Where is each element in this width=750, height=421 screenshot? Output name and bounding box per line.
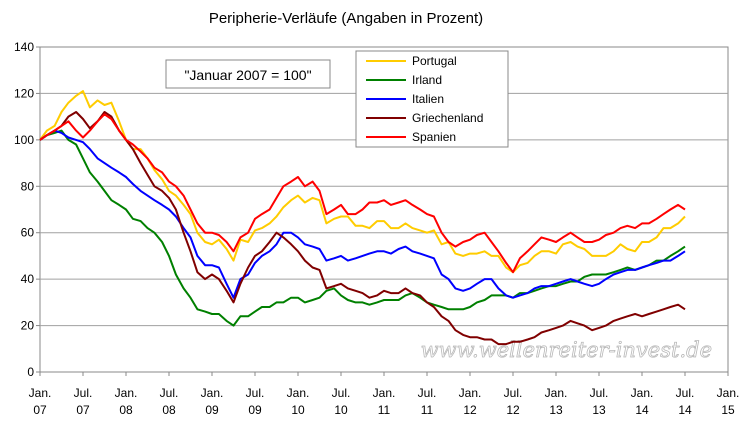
x-tick-label-year: 13 — [592, 403, 606, 417]
x-tick-label: Jan. — [459, 386, 482, 400]
x-tick-label: Jan. — [29, 386, 52, 400]
x-tick-label: Jul. — [74, 386, 93, 400]
x-tick-label-year: 08 — [119, 403, 133, 417]
annotation-box — [165, 59, 331, 89]
x-tick-label-year: 11 — [421, 403, 434, 417]
x-tick-label: Jan. — [545, 386, 568, 400]
x-axis-ticks: Jan. 07 Jul. 07 Jan. 08 Jul. 08 Jan. 09 Jul. 09 Jan.… — [29, 372, 740, 417]
x-tick-label-year: 12 — [506, 403, 520, 417]
legend-label: Irland — [412, 73, 442, 87]
legend-label: Griechenland — [412, 111, 483, 125]
y-tick-label: 40 — [21, 272, 35, 286]
x-tick-label: Jan. — [201, 386, 224, 400]
y-tick-label: 140 — [14, 40, 34, 54]
x-tick-label: Jan. — [631, 386, 654, 400]
y-tick-label: 20 — [21, 319, 35, 333]
x-tick-label-year: 13 — [549, 403, 563, 417]
series-line-griechenland — [39, 111, 686, 346]
x-tick-label-year: 09 — [248, 403, 262, 417]
x-tick-label: Jan. — [287, 386, 310, 400]
x-tick-label: Jul. — [418, 386, 437, 400]
x-tick-label: Jul. — [590, 386, 609, 400]
x-tick-label: Jul. — [332, 386, 351, 400]
watermark: www.wellenreiter-invest.de — [421, 338, 712, 362]
x-tick-label-year: 07 — [76, 403, 90, 417]
y-tick-label: 100 — [14, 133, 34, 147]
y-tick-label: 0 — [27, 365, 34, 379]
y-tick-label: 60 — [21, 226, 35, 240]
x-tick-label: Jul. — [160, 386, 179, 400]
y-axis-ticks: 0 20 40 60 80 100 120 140 — [14, 40, 40, 379]
y-tick-label: 80 — [21, 179, 35, 193]
x-tick-label-year: 15 — [721, 403, 735, 417]
x-tick-label-year: 07 — [33, 403, 47, 417]
chart-title: Peripherie-Verläufe (Angaben in Prozent) — [209, 10, 483, 27]
x-tick-label-year: 14 — [678, 403, 692, 417]
x-tick-label: Jan. — [373, 386, 396, 400]
y-tick-label: 120 — [14, 86, 34, 100]
x-tick-label-year: 09 — [205, 403, 219, 417]
legend-label: Spanien — [412, 130, 456, 144]
x-tick-label: Jul. — [676, 386, 695, 400]
x-tick-label-year: 14 — [635, 403, 649, 417]
series-lines — [39, 90, 686, 346]
annotation-text: "Januar 2007 = 100" — [184, 67, 311, 83]
x-tick-label: Jan. — [717, 386, 740, 400]
x-tick-label-year: 10 — [291, 403, 305, 417]
x-tick-label-year: 12 — [463, 403, 477, 417]
legend-entries: Portugal Irland Italien Griechenland Spanien — [366, 54, 483, 144]
series-line-italien — [39, 129, 686, 299]
x-tick-label-year: 11 — [378, 403, 391, 417]
legend-label: Portugal — [412, 54, 457, 68]
series-line-spanien — [39, 113, 686, 274]
x-tick-label: Jul. — [246, 386, 265, 400]
x-tick-label-year: 10 — [334, 403, 348, 417]
x-tick-label: Jan. — [115, 386, 138, 400]
legend-label: Italien — [412, 92, 444, 106]
x-tick-label-year: 08 — [162, 403, 176, 417]
x-tick-label: Jul. — [504, 386, 523, 400]
